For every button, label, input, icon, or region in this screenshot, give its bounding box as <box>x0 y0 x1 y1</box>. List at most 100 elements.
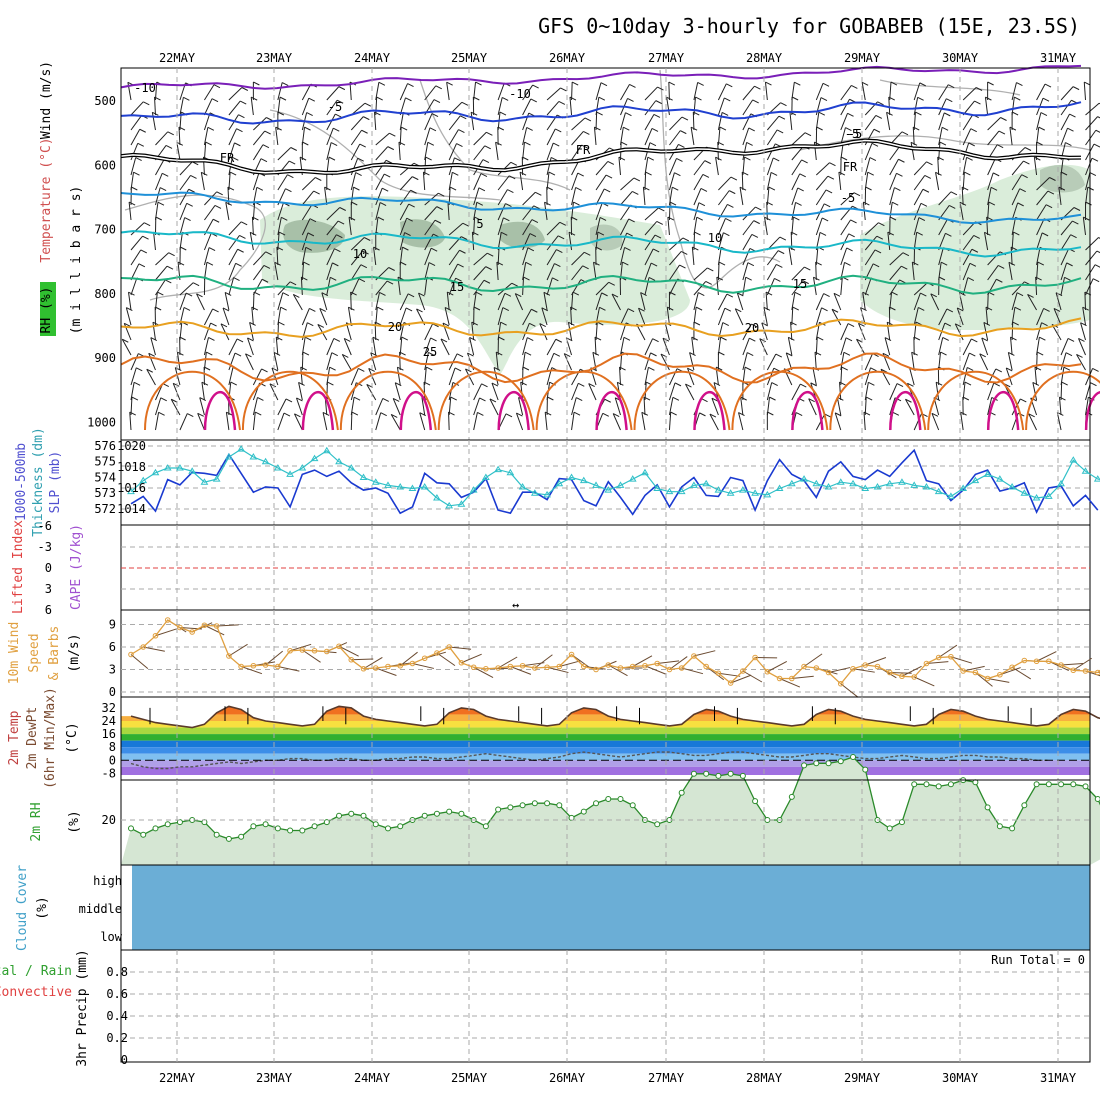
wind-barb-flag <box>996 369 1002 372</box>
wind-barb-flag <box>793 217 799 220</box>
wind-barb-flag <box>1095 265 1100 268</box>
wind-barb-flag <box>866 397 872 400</box>
wind-barb-flag <box>1068 128 1074 131</box>
wind-barb-flag <box>1073 87 1079 90</box>
wind-barb <box>589 384 596 400</box>
wind-barb-flag <box>781 103 787 106</box>
wind-barb <box>126 308 131 325</box>
wind-barb-flag <box>820 232 826 235</box>
wind-barb-flag <box>576 187 582 190</box>
wind-barb-flag <box>943 337 949 340</box>
rh-point <box>557 803 562 808</box>
wind-barb-flag <box>309 308 315 311</box>
wind-barb-flag <box>462 102 468 105</box>
precip-frame <box>121 950 1090 1062</box>
precip-tick: 0 <box>121 1053 128 1067</box>
wind-barb-flag <box>234 278 240 281</box>
rh-point <box>1071 782 1076 787</box>
temp-band <box>121 760 1090 767</box>
wind-barb-flag <box>486 132 492 135</box>
wind-barb <box>204 309 212 325</box>
rh-point <box>863 767 868 772</box>
wind-barb <box>131 115 142 130</box>
rh-point <box>581 809 586 814</box>
rh-point <box>239 834 244 839</box>
wind-barb <box>131 129 140 145</box>
wind-barb-flag <box>744 157 750 160</box>
wind-barb <box>1012 322 1013 340</box>
wind-barb <box>204 85 214 100</box>
wind-barb-flag <box>754 221 760 224</box>
wind-barb <box>1061 338 1068 355</box>
wind-barb <box>498 176 509 190</box>
wind-barb-flag <box>967 367 973 370</box>
wind-barb-flag <box>994 383 1000 386</box>
wind-barb <box>804 654 822 667</box>
wind-barb-flag <box>430 128 436 131</box>
pressure-tick: 900 <box>94 351 116 365</box>
wind-barb-flag <box>731 177 737 180</box>
rh-point <box>997 824 1002 829</box>
wind-barb-flag <box>535 192 541 195</box>
wind-barb-flag <box>362 130 368 133</box>
rh-point <box>985 805 990 810</box>
wind-barb-flag <box>240 101 246 104</box>
wind-barb-flag <box>251 97 257 100</box>
wind-barb-flag <box>506 414 512 417</box>
rh-point <box>899 820 904 825</box>
wind-barb <box>1086 130 1096 145</box>
wind-barb <box>669 131 680 145</box>
wind-barb-flag <box>746 277 752 280</box>
wind-barb-flag <box>918 97 924 100</box>
wind-barb-flag <box>141 250 147 253</box>
wind-barb <box>743 100 753 115</box>
wind-barb-flag <box>623 127 629 130</box>
wind-barb-flag <box>699 203 705 206</box>
wind-barb <box>669 82 670 100</box>
wind-barb-flag <box>252 307 258 310</box>
wind-barb <box>596 161 608 175</box>
rh-point <box>508 805 513 810</box>
wind-barb <box>302 177 315 190</box>
wind-barb-flag <box>303 352 309 355</box>
wind-barb <box>204 205 215 220</box>
upper-axis-label: RH (%) <box>39 287 54 334</box>
wind-barb <box>376 133 390 145</box>
wind-barb-flag <box>254 292 260 295</box>
pressure-tick: 800 <box>94 287 116 301</box>
wind-barb-flag <box>898 159 904 162</box>
wind-barb-flag <box>1012 112 1018 115</box>
isotherm-25-loop <box>145 372 240 430</box>
wind-barb-flag <box>143 102 149 105</box>
wind-barb <box>914 175 925 190</box>
wind-barb-flag <box>560 88 566 91</box>
rh-point <box>275 826 280 831</box>
wind-barb-flag <box>408 84 414 87</box>
wind-barb <box>474 398 480 415</box>
thickness-tick: 575 <box>94 455 116 469</box>
wind-barb <box>376 413 381 430</box>
wind-barb <box>217 625 239 626</box>
wind-barb-flag <box>776 354 782 357</box>
wind-barb <box>351 368 358 385</box>
isotherm-label: -5 <box>328 100 342 114</box>
wind-barb-flag <box>776 264 782 267</box>
wind-barb-flag <box>819 112 825 115</box>
wind-barb-flag <box>951 192 957 195</box>
isotherm-label: 15 <box>793 277 807 291</box>
wind-barb-flag <box>180 247 186 250</box>
wind-barb <box>792 188 798 205</box>
temp-band <box>121 754 1090 761</box>
isotherm-label: -10 <box>134 81 156 95</box>
rh-point <box>704 771 709 776</box>
wind-barb-flag <box>800 384 806 387</box>
wind-barb-flag <box>769 187 775 190</box>
rh-point <box>483 824 488 829</box>
wind-barb <box>813 367 816 385</box>
wind-barb-flag <box>1041 113 1047 116</box>
wind-barb-flag <box>556 339 562 342</box>
wind-barb <box>669 657 687 670</box>
wind-barb <box>963 353 969 370</box>
wind-barb-flag <box>545 412 551 415</box>
wind-barb-flag <box>915 112 921 115</box>
